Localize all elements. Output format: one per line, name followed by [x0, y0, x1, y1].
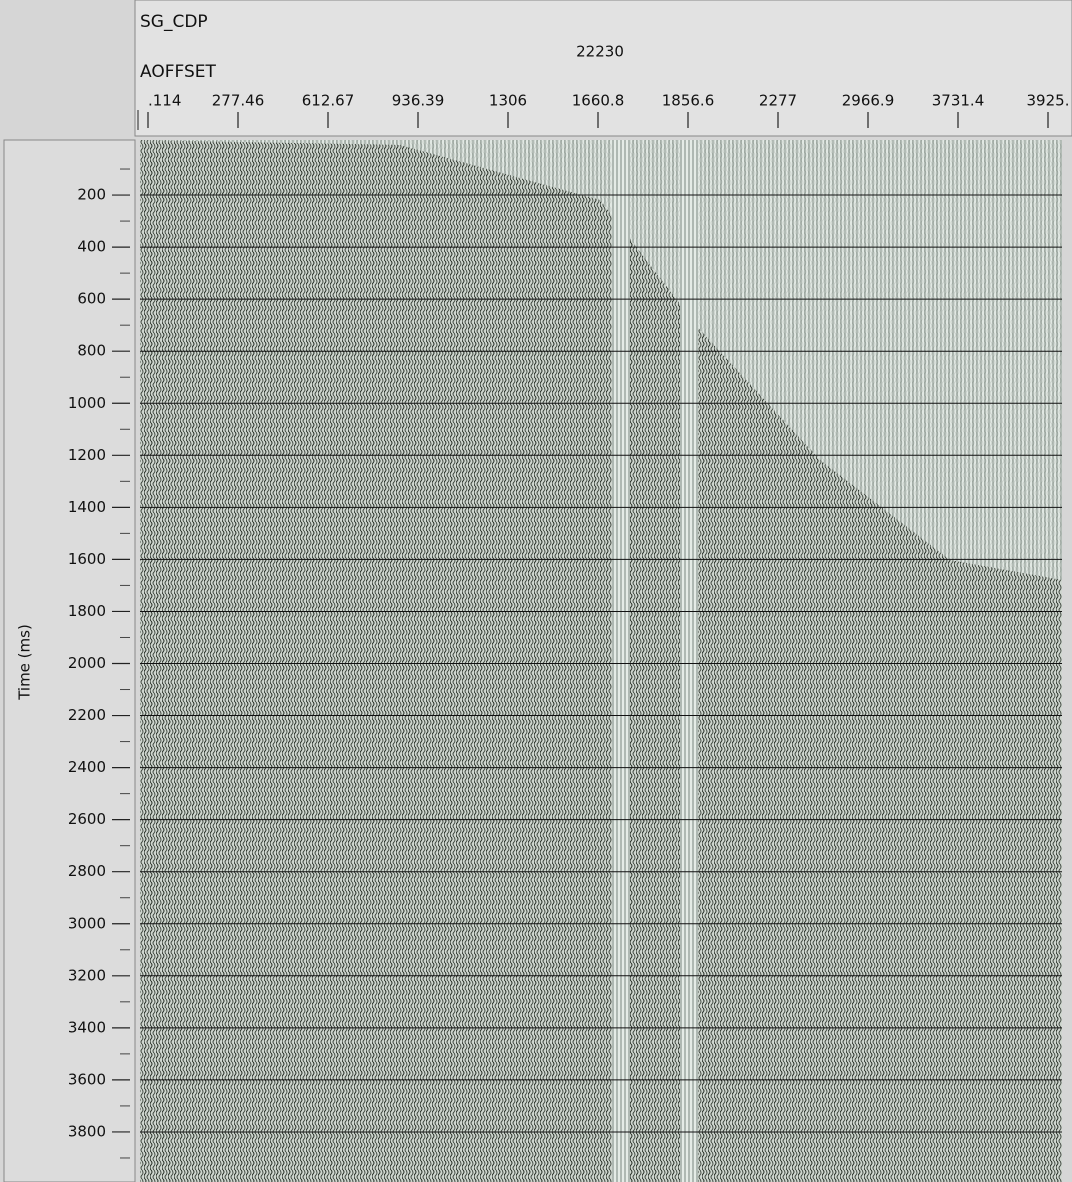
y-tick-label: 3400 [68, 1018, 106, 1036]
y-tick-label: 1000 [68, 394, 106, 412]
dead-trace [680, 140, 698, 1182]
y-tick-label: 3600 [68, 1070, 106, 1088]
y-tick-label: 2200 [68, 706, 106, 724]
y-tick-label: 1800 [68, 602, 106, 620]
y-tick-label: 3000 [68, 914, 106, 932]
y-tick-label: 2000 [68, 654, 106, 672]
x-tick-label: 2277 [759, 92, 797, 110]
y-tick-label: 1400 [68, 498, 106, 516]
y-tick-label: 400 [77, 238, 106, 256]
y-tick-label: 2400 [68, 758, 106, 776]
x-tick-label: 1856.6 [662, 92, 715, 110]
y-axis-label: Time (ms) [16, 624, 34, 701]
y-tick-label: 1200 [68, 446, 106, 464]
y-tick-label: 200 [77, 186, 106, 204]
header-label: SG_CDP [140, 12, 208, 32]
x-tick-label: 277.46 [212, 92, 265, 110]
dead-trace [612, 140, 630, 1182]
x-tick-label: 3731.4 [932, 92, 985, 110]
y-tick-label: 3200 [68, 966, 106, 984]
x-tick-label: 2966.9 [842, 92, 895, 110]
x-tick-label: 1306 [489, 92, 527, 110]
y-tick-label: 800 [77, 342, 106, 360]
x-tick-label: 936.39 [392, 92, 445, 110]
y-tick-label: 2800 [68, 862, 106, 880]
y-tick-label: 600 [77, 290, 106, 308]
header-panel [135, 0, 1072, 136]
y-tick-label: 3800 [68, 1122, 106, 1140]
y-tick-label: 2600 [68, 810, 106, 828]
seismic-display: SG_CDP AOFFSET 22230 Time (ms) 200 400 600… [0, 0, 1072, 1182]
page: {"chart_data": { "type": "seismic", "hea… [0, 0, 1072, 1182]
x-tick-label: 1660.8 [572, 92, 625, 110]
cdp-value: 22230 [576, 43, 624, 61]
x-tick-label: 612.67 [302, 92, 355, 110]
y-tick-label: 1600 [68, 550, 106, 568]
x-tick-label: .114 [148, 92, 181, 110]
header-label: AOFFSET [140, 62, 217, 82]
x-tick-label: 3925. [1027, 92, 1070, 110]
